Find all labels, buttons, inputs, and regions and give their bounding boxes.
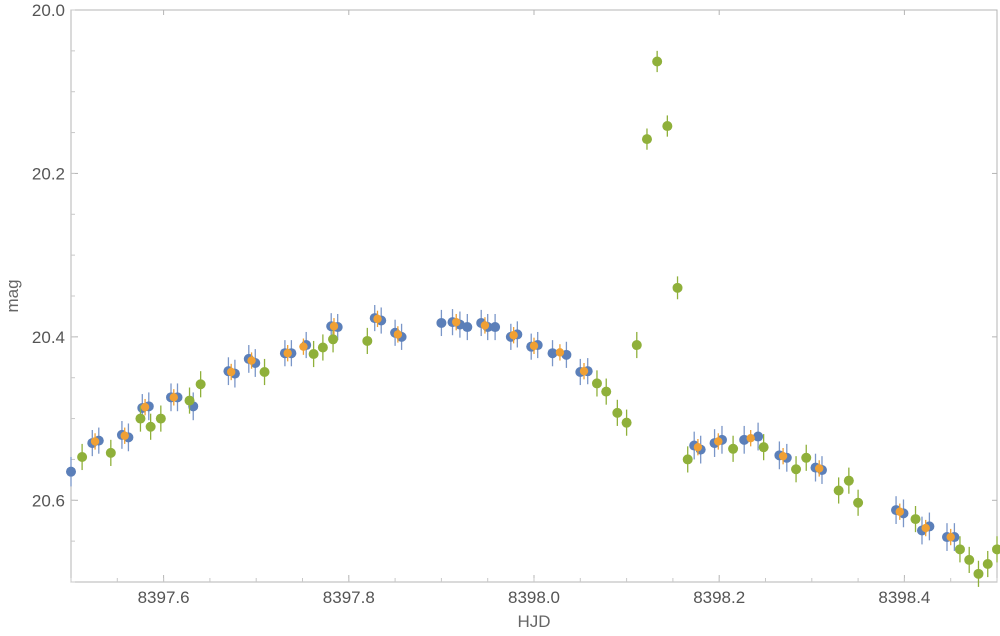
data-point: [140, 402, 150, 412]
data-point: [436, 317, 447, 328]
data-point: [631, 340, 642, 351]
data-point: [801, 452, 812, 463]
data-point: [195, 379, 206, 390]
data-point: [992, 544, 1000, 555]
data-point: [954, 544, 965, 555]
data-point: [833, 485, 844, 496]
x-tick-label: 8397.8: [323, 588, 375, 607]
data-point: [145, 421, 156, 432]
data-point: [155, 413, 166, 424]
series-0: [66, 304, 960, 551]
data-point: [982, 559, 993, 570]
data-point: [452, 317, 461, 327]
x-tick-label: 8398.0: [508, 588, 560, 607]
y-axis-label: mag: [3, 279, 22, 312]
data-point: [393, 330, 403, 339]
data-point: [693, 442, 703, 452]
y-tick-label: 20.4: [32, 328, 65, 347]
data-point: [621, 417, 632, 428]
data-point: [591, 378, 602, 389]
data-point: [77, 451, 88, 462]
data-point: [247, 356, 256, 365]
data-point: [641, 134, 652, 145]
y-tick-label: 20.6: [32, 491, 65, 510]
data-point: [791, 464, 802, 475]
data-point: [579, 366, 589, 376]
data-point: [299, 342, 308, 351]
data-point: [226, 367, 236, 377]
data-point: [921, 523, 930, 533]
data-point: [853, 497, 864, 508]
data-point: [946, 532, 955, 542]
data-point: [259, 366, 270, 377]
data-point: [509, 331, 518, 340]
data-point: [555, 348, 565, 357]
data-point: [672, 282, 683, 293]
data-point: [328, 334, 339, 345]
data-point: [90, 437, 100, 446]
data-point: [120, 431, 129, 440]
data-point: [746, 433, 755, 443]
data-point: [184, 395, 195, 406]
data-point: [964, 554, 975, 565]
data-point: [843, 475, 854, 486]
data-point: [758, 442, 769, 453]
x-tick-label: 8398.2: [693, 588, 745, 607]
x-tick-label: 8397.6: [138, 588, 190, 607]
data-point: [329, 322, 339, 331]
data-point: [714, 437, 723, 446]
data-point: [66, 466, 76, 477]
data-point: [373, 314, 382, 324]
x-tick-label: 8398.4: [878, 588, 930, 607]
data-point: [728, 443, 739, 454]
data-point: [682, 454, 693, 465]
data-point: [895, 507, 904, 516]
data-point: [362, 335, 373, 346]
data-point: [652, 56, 663, 67]
data-point: [480, 321, 490, 330]
data-point: [778, 451, 788, 461]
y-tick-label: 20.2: [32, 164, 65, 183]
data-point: [910, 514, 921, 525]
data-point: [612, 407, 623, 418]
data-point: [973, 568, 984, 579]
x-axis-label: HJD: [517, 612, 550, 631]
data-point: [662, 121, 673, 132]
data-point: [105, 447, 116, 458]
series-2: [77, 50, 1000, 587]
data-point: [547, 348, 558, 359]
data-point: [601, 386, 612, 397]
y-tick-label: 20.0: [32, 1, 65, 20]
data-point: [815, 464, 824, 473]
data-point: [529, 341, 539, 351]
data-point: [490, 322, 501, 333]
data-point: [135, 413, 146, 424]
data-point: [317, 342, 328, 353]
data-point: [462, 322, 473, 333]
data-point: [308, 349, 319, 360]
data-point: [753, 431, 764, 442]
data-point: [169, 393, 178, 402]
data-point: [283, 349, 292, 358]
series-1: [90, 310, 955, 546]
